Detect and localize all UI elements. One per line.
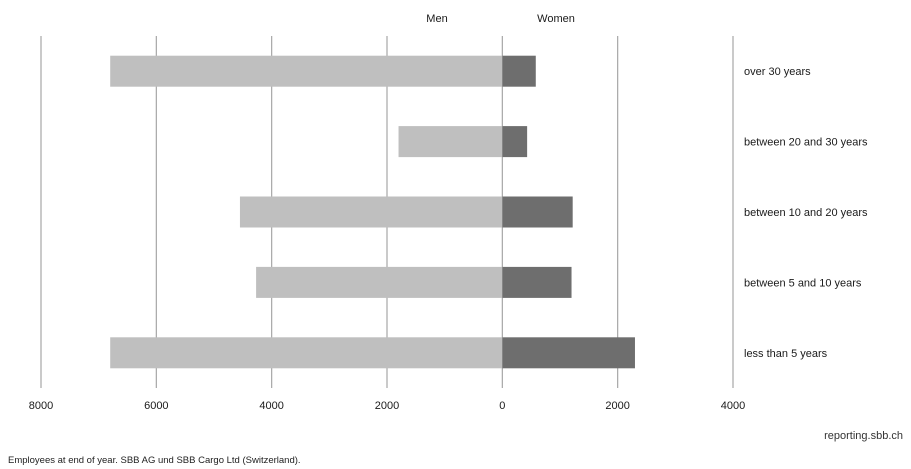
bar-women bbox=[502, 266, 572, 298]
bar-women bbox=[502, 55, 536, 87]
bar-men bbox=[398, 126, 503, 158]
x-tick-label: 0 bbox=[499, 400, 505, 412]
bar-men bbox=[110, 55, 503, 87]
x-tick-labels: 8000 6000 4000 2000 0 2000 4000 bbox=[29, 400, 745, 412]
bar-men bbox=[110, 337, 503, 369]
x-tick-label: 6000 bbox=[144, 400, 168, 412]
bar-men bbox=[256, 266, 503, 298]
bar-women bbox=[502, 196, 573, 228]
legend-men: Men bbox=[426, 13, 447, 25]
category-label: between 20 and 30 years bbox=[744, 137, 868, 149]
x-tick-label: 2000 bbox=[375, 400, 399, 412]
category-label: between 5 and 10 years bbox=[744, 277, 862, 289]
bar-women bbox=[502, 126, 528, 158]
x-tick-label: 4000 bbox=[259, 400, 283, 412]
bar-women bbox=[502, 337, 635, 369]
category-labels: over 30 years between 20 and 30 years betw… bbox=[744, 66, 868, 360]
category-label: between 10 and 20 years bbox=[744, 207, 868, 219]
source-text: reporting.sbb.ch bbox=[824, 430, 903, 442]
category-label: over 30 years bbox=[744, 66, 811, 78]
x-tick-label: 4000 bbox=[721, 400, 745, 412]
x-tick-label: 2000 bbox=[605, 400, 629, 412]
legend: Men Women bbox=[426, 13, 575, 25]
footnote: Employees at end of year. SBB AG und SBB… bbox=[8, 455, 301, 466]
bar-men bbox=[239, 196, 503, 228]
category-label: less than 5 years bbox=[744, 348, 828, 360]
chart: 8000 6000 4000 2000 0 2000 4000 over 30 years b… bbox=[29, 13, 868, 412]
legend-women: Women bbox=[537, 13, 575, 25]
x-tick-label: 8000 bbox=[29, 400, 53, 412]
bars bbox=[110, 55, 635, 369]
